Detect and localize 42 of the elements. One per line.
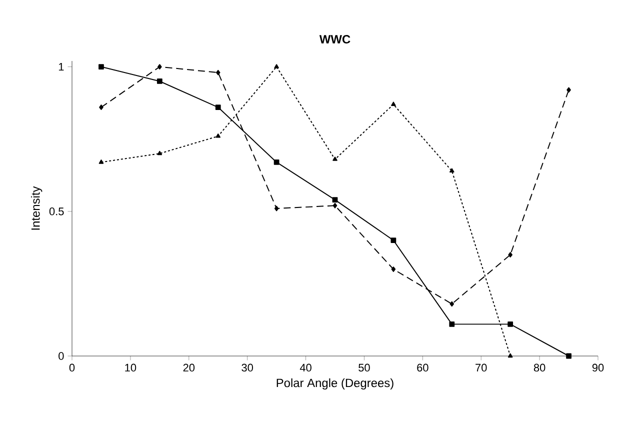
x-tick-label: 90 bbox=[592, 364, 604, 372]
point bbox=[566, 87, 571, 93]
point bbox=[332, 202, 338, 208]
point bbox=[274, 64, 279, 68]
point bbox=[450, 301, 454, 307]
point bbox=[156, 78, 162, 84]
x-tick-label: 80 bbox=[534, 364, 546, 372]
point bbox=[332, 156, 338, 161]
point bbox=[391, 266, 396, 272]
point bbox=[158, 64, 162, 70]
x-tick-label: 30 bbox=[242, 364, 253, 372]
x-tick-label: 20 bbox=[183, 364, 195, 372]
x-axis-title: Polar Angle (Degrees) bbox=[276, 378, 394, 390]
point bbox=[216, 134, 221, 138]
x-tick-label: 40 bbox=[300, 364, 312, 372]
point bbox=[566, 353, 572, 359]
y-tick-label: 0 bbox=[58, 352, 64, 360]
point bbox=[332, 197, 338, 203]
x-tick-label: 70 bbox=[476, 364, 487, 372]
x-tick-label: 10 bbox=[125, 364, 136, 372]
point bbox=[391, 102, 396, 106]
point bbox=[216, 70, 220, 76]
point bbox=[215, 104, 221, 110]
point bbox=[449, 168, 454, 172]
x-tick-label: 60 bbox=[417, 364, 428, 372]
point bbox=[449, 321, 455, 327]
chart-title: WWC bbox=[319, 35, 350, 44]
point bbox=[274, 160, 280, 165]
point bbox=[98, 160, 104, 164]
point bbox=[98, 64, 104, 70]
point bbox=[508, 252, 512, 258]
point bbox=[508, 353, 513, 358]
point bbox=[508, 321, 514, 327]
x-tick-label: 50 bbox=[358, 364, 370, 372]
point bbox=[157, 150, 162, 156]
y-tick-label: 1 bbox=[58, 63, 64, 71]
y-axis-title: Intensity bbox=[31, 186, 42, 230]
x-tick-label: 0 bbox=[69, 364, 75, 372]
point bbox=[99, 104, 104, 110]
point bbox=[390, 238, 396, 244]
y-tick-label: 0.5 bbox=[49, 208, 64, 216]
point bbox=[274, 206, 279, 212]
